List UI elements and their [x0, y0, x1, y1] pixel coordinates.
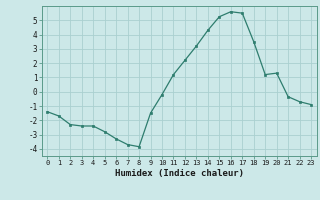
X-axis label: Humidex (Indice chaleur): Humidex (Indice chaleur) — [115, 169, 244, 178]
